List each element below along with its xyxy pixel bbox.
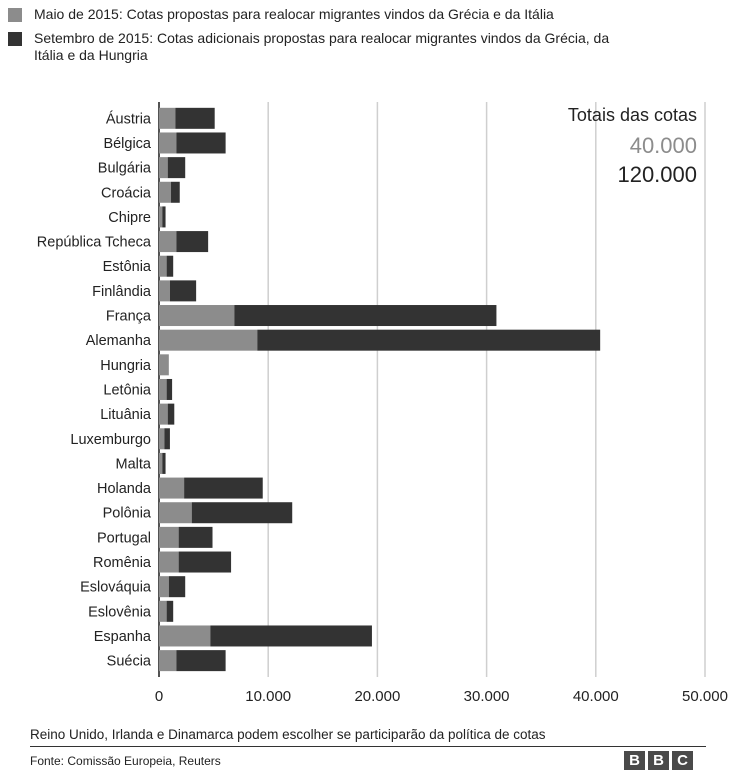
category-label: Romênia bbox=[93, 555, 152, 571]
bar-september bbox=[178, 526, 213, 548]
bar-may bbox=[159, 107, 176, 129]
category-label: Bélgica bbox=[103, 136, 151, 152]
x-tick-label: 0 bbox=[155, 688, 163, 705]
bar-may bbox=[159, 329, 258, 351]
category-label: Malta bbox=[116, 456, 152, 472]
category-label: Bulgária bbox=[98, 161, 152, 177]
x-tick-label: 40.000 bbox=[573, 688, 619, 705]
legend-item-september: Setembro de 2015: Cotas adicionais propo… bbox=[8, 30, 723, 64]
bar-september bbox=[234, 305, 497, 327]
bar-september bbox=[178, 551, 232, 573]
legend-swatch-september bbox=[8, 32, 22, 46]
x-tick-label: 50.000 bbox=[682, 688, 728, 705]
bar-may bbox=[159, 650, 177, 672]
category-label: Eslováquia bbox=[80, 580, 152, 596]
legend-item-may: Maio de 2015: Cotas propostas para realo… bbox=[8, 6, 723, 23]
category-label: Espanha bbox=[94, 629, 152, 645]
bar-chart: Áustria Bélgica Bulgária Croácia Chipre Repúb… bbox=[37, 102, 728, 705]
bar-may bbox=[159, 157, 168, 179]
category-label: Luxemburgo bbox=[70, 432, 151, 448]
bar-may bbox=[159, 403, 168, 425]
bar-september bbox=[176, 231, 209, 253]
bar-may bbox=[159, 280, 170, 302]
bar-may bbox=[159, 378, 167, 400]
logo-letter-3: C bbox=[672, 751, 693, 770]
bar-september bbox=[171, 181, 180, 203]
category-label: Portugal bbox=[97, 530, 151, 546]
bar-september bbox=[257, 329, 601, 351]
category-label: Letônia bbox=[103, 382, 152, 398]
x-tick-label: 30.000 bbox=[464, 688, 510, 705]
bar-may bbox=[159, 354, 169, 376]
bar-may bbox=[159, 181, 172, 203]
totals-september-value: 120.000 bbox=[617, 162, 697, 187]
category-label: Áustria bbox=[106, 110, 152, 127]
logo-letter-1: B bbox=[624, 751, 645, 770]
category-label: Lituânia bbox=[100, 407, 152, 423]
category-label: Estônia bbox=[103, 259, 152, 275]
bar-may bbox=[159, 502, 192, 524]
bar-may bbox=[159, 625, 211, 647]
bar-september bbox=[166, 378, 173, 400]
bar-may bbox=[159, 305, 235, 327]
category-label: Chipre bbox=[108, 210, 151, 226]
bar-may bbox=[159, 428, 165, 450]
legend: Maio de 2015: Cotas propostas para realo… bbox=[8, 6, 723, 71]
bar-september bbox=[176, 132, 226, 154]
bar-may bbox=[159, 576, 169, 598]
category-label: Polônia bbox=[103, 506, 152, 522]
category-label: Hungria bbox=[100, 358, 152, 374]
bar-september bbox=[175, 107, 215, 129]
bbc-logo: B B C bbox=[624, 751, 693, 770]
gridlines bbox=[158, 102, 706, 677]
source-credit: Fonte: Comissão Europeia, Reuters bbox=[30, 754, 221, 768]
category-label: Holanda bbox=[97, 481, 152, 497]
legend-label-may: Maio de 2015: Cotas propostas para realo… bbox=[34, 6, 554, 22]
bar-september bbox=[191, 502, 293, 524]
bar-september bbox=[176, 650, 226, 672]
category-label: Croácia bbox=[101, 185, 152, 201]
logo-letter-2: B bbox=[648, 751, 669, 770]
bar-may bbox=[159, 206, 163, 228]
bar-may bbox=[159, 132, 177, 154]
legend-swatch-may bbox=[8, 8, 22, 22]
bar-september bbox=[162, 206, 166, 228]
bar-may bbox=[159, 477, 185, 499]
x-tick-label: 10.000 bbox=[245, 688, 291, 705]
bar-september bbox=[166, 255, 174, 277]
category-labels: Áustria Bélgica Bulgária Croácia Chipre Repúb… bbox=[37, 110, 152, 669]
bar-september bbox=[167, 403, 175, 425]
legend-label-september: Setembro de 2015: Cotas adicionais propo… bbox=[34, 30, 610, 63]
bar-september bbox=[184, 477, 263, 499]
bar-september bbox=[210, 625, 372, 647]
category-label: Finlândia bbox=[92, 284, 152, 300]
category-label: Eslovênia bbox=[88, 604, 152, 620]
x-tick-labels: 0 10.000 20.000 30.000 40.000 50.000 bbox=[155, 688, 728, 705]
footnote: Reino Unido, Irlanda e Dinamarca podem e… bbox=[30, 727, 546, 742]
category-label: França bbox=[106, 309, 152, 325]
bars bbox=[159, 107, 601, 672]
totals-may-value: 40.000 bbox=[630, 133, 697, 158]
bar-may bbox=[159, 551, 179, 573]
bar-september bbox=[164, 428, 170, 450]
bar-september bbox=[168, 576, 186, 598]
bar-september bbox=[162, 452, 166, 474]
bar-september bbox=[167, 157, 186, 179]
divider bbox=[30, 746, 706, 747]
bar-may bbox=[159, 255, 167, 277]
totals-title: Totais das cotas bbox=[568, 105, 697, 125]
category-label: Suécia bbox=[107, 654, 152, 670]
category-label: República Tcheca bbox=[37, 235, 152, 251]
bar-september bbox=[166, 600, 174, 622]
category-label: Alemanha bbox=[86, 333, 152, 349]
bar-may bbox=[159, 600, 167, 622]
bar-may bbox=[159, 526, 179, 548]
bar-september bbox=[169, 280, 197, 302]
x-tick-label: 20.000 bbox=[354, 688, 400, 705]
bar-may bbox=[159, 231, 177, 253]
bar-may bbox=[159, 452, 163, 474]
